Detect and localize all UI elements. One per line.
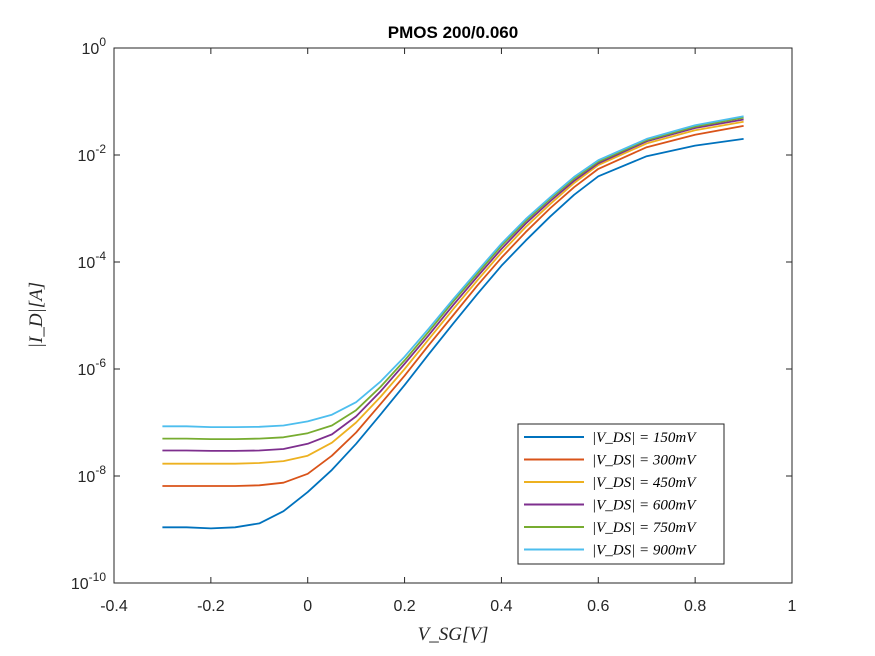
legend-label: |V_DS| = 450mV <box>592 475 697 491</box>
series-line <box>162 118 744 452</box>
x-tick-label: 0.8 <box>684 598 706 615</box>
y-tick-label: 10-8 <box>78 463 107 486</box>
series-lines <box>162 115 744 530</box>
x-tick-label: 0.2 <box>393 598 415 615</box>
y-axis-label: |I_D|[A] <box>26 282 47 348</box>
y-tick-base: 10 <box>71 576 89 593</box>
y-tick-exponent: -8 <box>95 463 106 477</box>
y-tick-base: 10 <box>78 148 96 165</box>
x-tick-label: -0.4 <box>100 598 128 615</box>
x-axis-label: V_SG[V] <box>418 624 489 645</box>
legend-label: |V_DS| = 300mV <box>592 453 697 469</box>
x-tick-label: 0.6 <box>587 598 609 615</box>
series-line <box>162 120 744 465</box>
y-tick-label: 10-6 <box>78 356 107 379</box>
series-line <box>162 116 744 441</box>
y-tick-label: 10-10 <box>71 570 106 593</box>
series-line <box>162 125 744 487</box>
chart-title: PMOS 200/0.060 <box>388 23 518 42</box>
y-tick-exponent: -2 <box>95 142 106 156</box>
series-line <box>162 138 744 530</box>
y-tick-base: 10 <box>82 41 100 58</box>
y-tick-exponent: -10 <box>89 570 107 584</box>
y-tick-exponent: -6 <box>95 356 106 370</box>
legend-label: |V_DS| = 900mV <box>592 543 697 559</box>
plot-frame <box>113 47 793 584</box>
x-tick-label: 0 <box>303 598 312 615</box>
y-tick-label: 10-2 <box>78 142 107 165</box>
x-axis-ticks: -0.4 -0.2 0 0.2 0.4 0.6 0.8 1 <box>100 48 797 615</box>
y-tick-exponent: 0 <box>99 35 106 49</box>
y-tick-label: 10-4 <box>78 249 107 272</box>
y-tick-base: 10 <box>78 469 96 486</box>
x-tick-label: 0.4 <box>490 598 512 615</box>
y-tick-label: 100 <box>82 35 107 58</box>
legend-label: |V_DS| = 150mV <box>592 430 697 446</box>
legend-label: |V_DS| = 750mV <box>592 520 697 536</box>
legend-box <box>517 423 725 565</box>
y-tick-base: 10 <box>78 255 96 272</box>
y-tick-base: 10 <box>78 362 96 379</box>
y-tick-exponent: -4 <box>95 249 106 263</box>
x-tick-label: -0.2 <box>197 598 225 615</box>
series-line <box>162 115 744 429</box>
x-tick-label: 1 <box>788 598 797 615</box>
legend-label: |V_DS| = 600mV <box>592 498 697 514</box>
legend: |V_DS| = 150mV |V_DS| = 300mV |V_DS| = 450… <box>517 423 725 565</box>
